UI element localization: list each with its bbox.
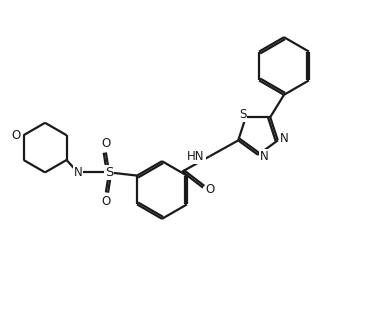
Text: HN: HN xyxy=(187,150,205,163)
Text: O: O xyxy=(101,195,110,208)
Text: N: N xyxy=(280,132,289,145)
Text: S: S xyxy=(105,166,113,179)
Text: N: N xyxy=(260,150,269,163)
Text: O: O xyxy=(12,129,21,142)
Text: O: O xyxy=(206,183,215,196)
Text: O: O xyxy=(101,137,110,150)
Text: S: S xyxy=(239,108,246,121)
Text: N: N xyxy=(74,166,82,179)
